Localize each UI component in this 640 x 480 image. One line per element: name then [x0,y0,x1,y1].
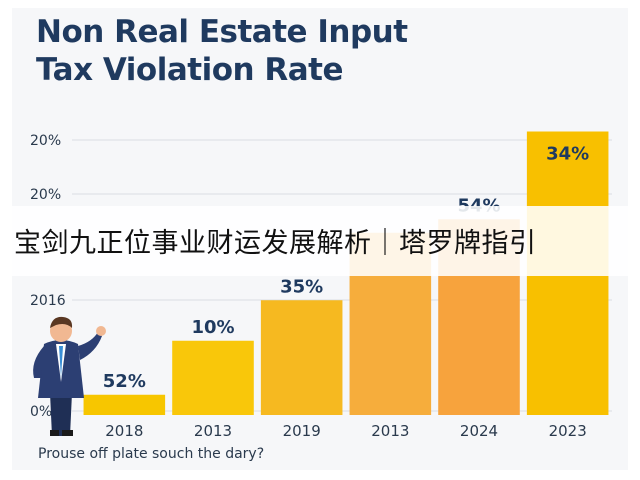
data-labels: 52%10%35%54%34% [103,144,589,392]
x-tick-label: 2018 [105,422,143,440]
chart-title-line-1: Non Real Estate Input [36,14,408,50]
y-tick-label: 2016 [30,293,66,309]
y-axis-ticks: 0% 2016 20% 20% [30,133,66,420]
chart-title-line-2: Tax Violation Rate [36,52,344,88]
chart-caption: Prouse off plate souch the dary? [38,446,265,462]
businessman-illustration [33,316,106,436]
overlay-banner-text: 宝剑九正位事业财运发展解析｜塔罗牌指引 [14,228,537,259]
data-label: 10% [191,317,234,338]
x-axis-ticks: 2018 2013 2019 2013 2024 2023 [105,422,587,440]
data-label: 35% [280,276,323,297]
x-tick-label: 2023 [549,422,587,440]
y-tick-label: 20% [30,133,61,149]
y-tick-label: 0% [30,404,52,420]
x-tick-label: 2013 [194,422,232,440]
y-tick-label: 20% [30,187,61,203]
bar [172,340,254,415]
overlay-banner [0,206,640,276]
bar [260,300,343,415]
x-tick-label: 2013 [371,422,409,440]
x-tick-label: 2019 [283,422,321,440]
data-label: 52% [103,371,146,392]
x-tick-label: 2024 [460,422,498,440]
bar [83,394,166,415]
data-label: 34% [546,144,589,165]
